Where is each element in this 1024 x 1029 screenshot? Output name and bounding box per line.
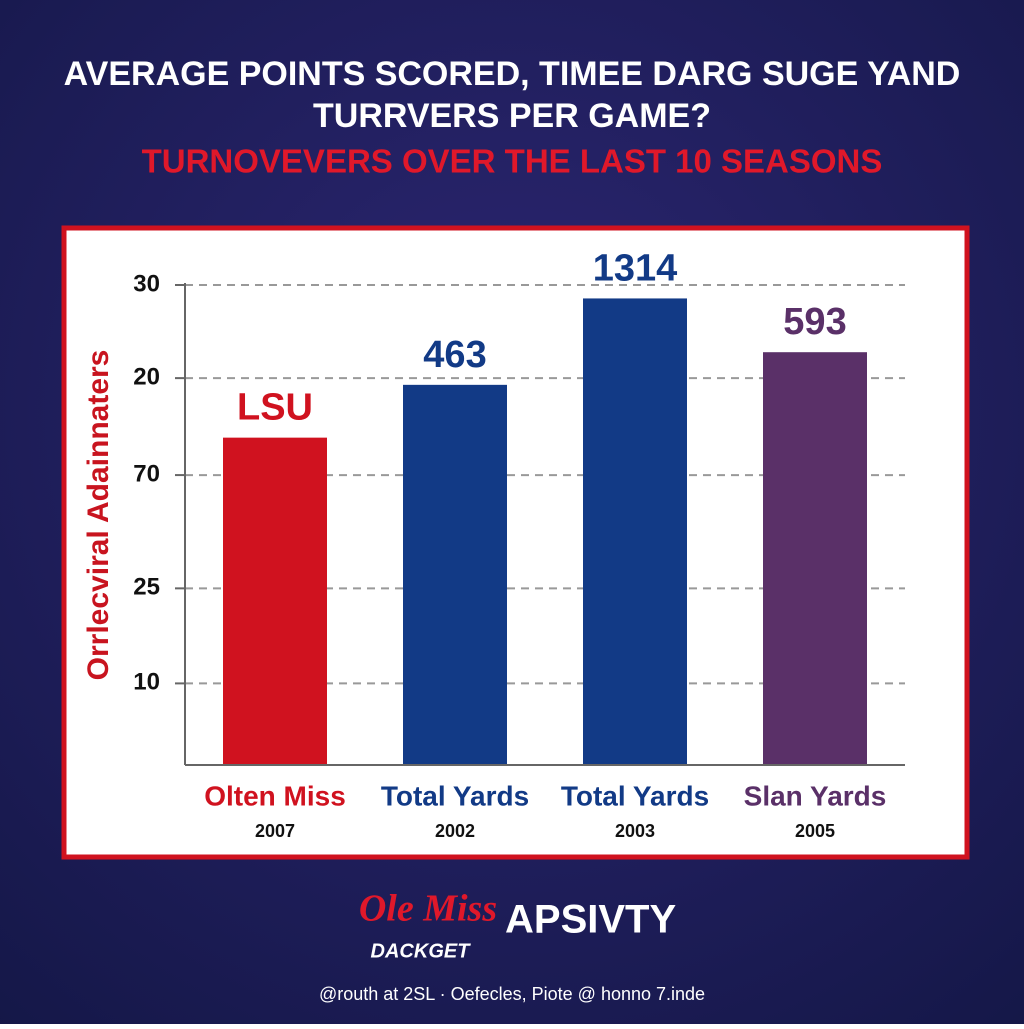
bar bbox=[223, 437, 327, 765]
bar-label: 593 bbox=[783, 301, 846, 343]
y-tick-label: 25 bbox=[133, 574, 160, 601]
bar bbox=[583, 298, 687, 765]
bar-label: 463 bbox=[423, 334, 486, 376]
brand-name: APSIVTY bbox=[505, 898, 676, 942]
x-year-label: 2007 bbox=[255, 821, 295, 841]
x-tick-label: Total Yards bbox=[561, 780, 709, 811]
bar bbox=[403, 384, 507, 765]
y-tick-label: 70 bbox=[133, 460, 160, 487]
y-axis-label: Orrlecviral Adainnaters bbox=[82, 350, 115, 681]
logo-bottom: DACKGET bbox=[371, 940, 472, 962]
title-line: AVERAGE POINTS SCORED, TIMEE DARG SUGE Y… bbox=[64, 55, 961, 93]
title-line: TURRVERS PER GAME? bbox=[313, 97, 711, 135]
subtitle: TURNOVEVERS OVER THE LAST 10 SEASONS bbox=[142, 143, 883, 180]
x-year-label: 2005 bbox=[795, 821, 835, 841]
y-tick-label: 10 bbox=[133, 669, 160, 696]
x-tick-label: Olten Miss bbox=[204, 780, 346, 811]
y-tick-label: 20 bbox=[133, 363, 160, 390]
x-tick-label: Slan Yards bbox=[744, 780, 887, 811]
x-tick-label: Total Yards bbox=[381, 780, 529, 811]
bar-label: LSU bbox=[237, 387, 313, 429]
plot: 10 25 70 20 30 Olten Miss 2007 LSU Total Yards 20… bbox=[133, 247, 905, 841]
bar-label: 1314 bbox=[593, 247, 678, 289]
y-tick-label: 30 bbox=[133, 270, 160, 297]
x-year-label: 2003 bbox=[615, 821, 655, 841]
credit: @routh at 2SL · Oefecles, Piote @ honno … bbox=[319, 984, 705, 1004]
logo-top: Ole Miss bbox=[359, 888, 497, 930]
x-year-label: 2002 bbox=[435, 821, 475, 841]
bar bbox=[763, 352, 867, 765]
